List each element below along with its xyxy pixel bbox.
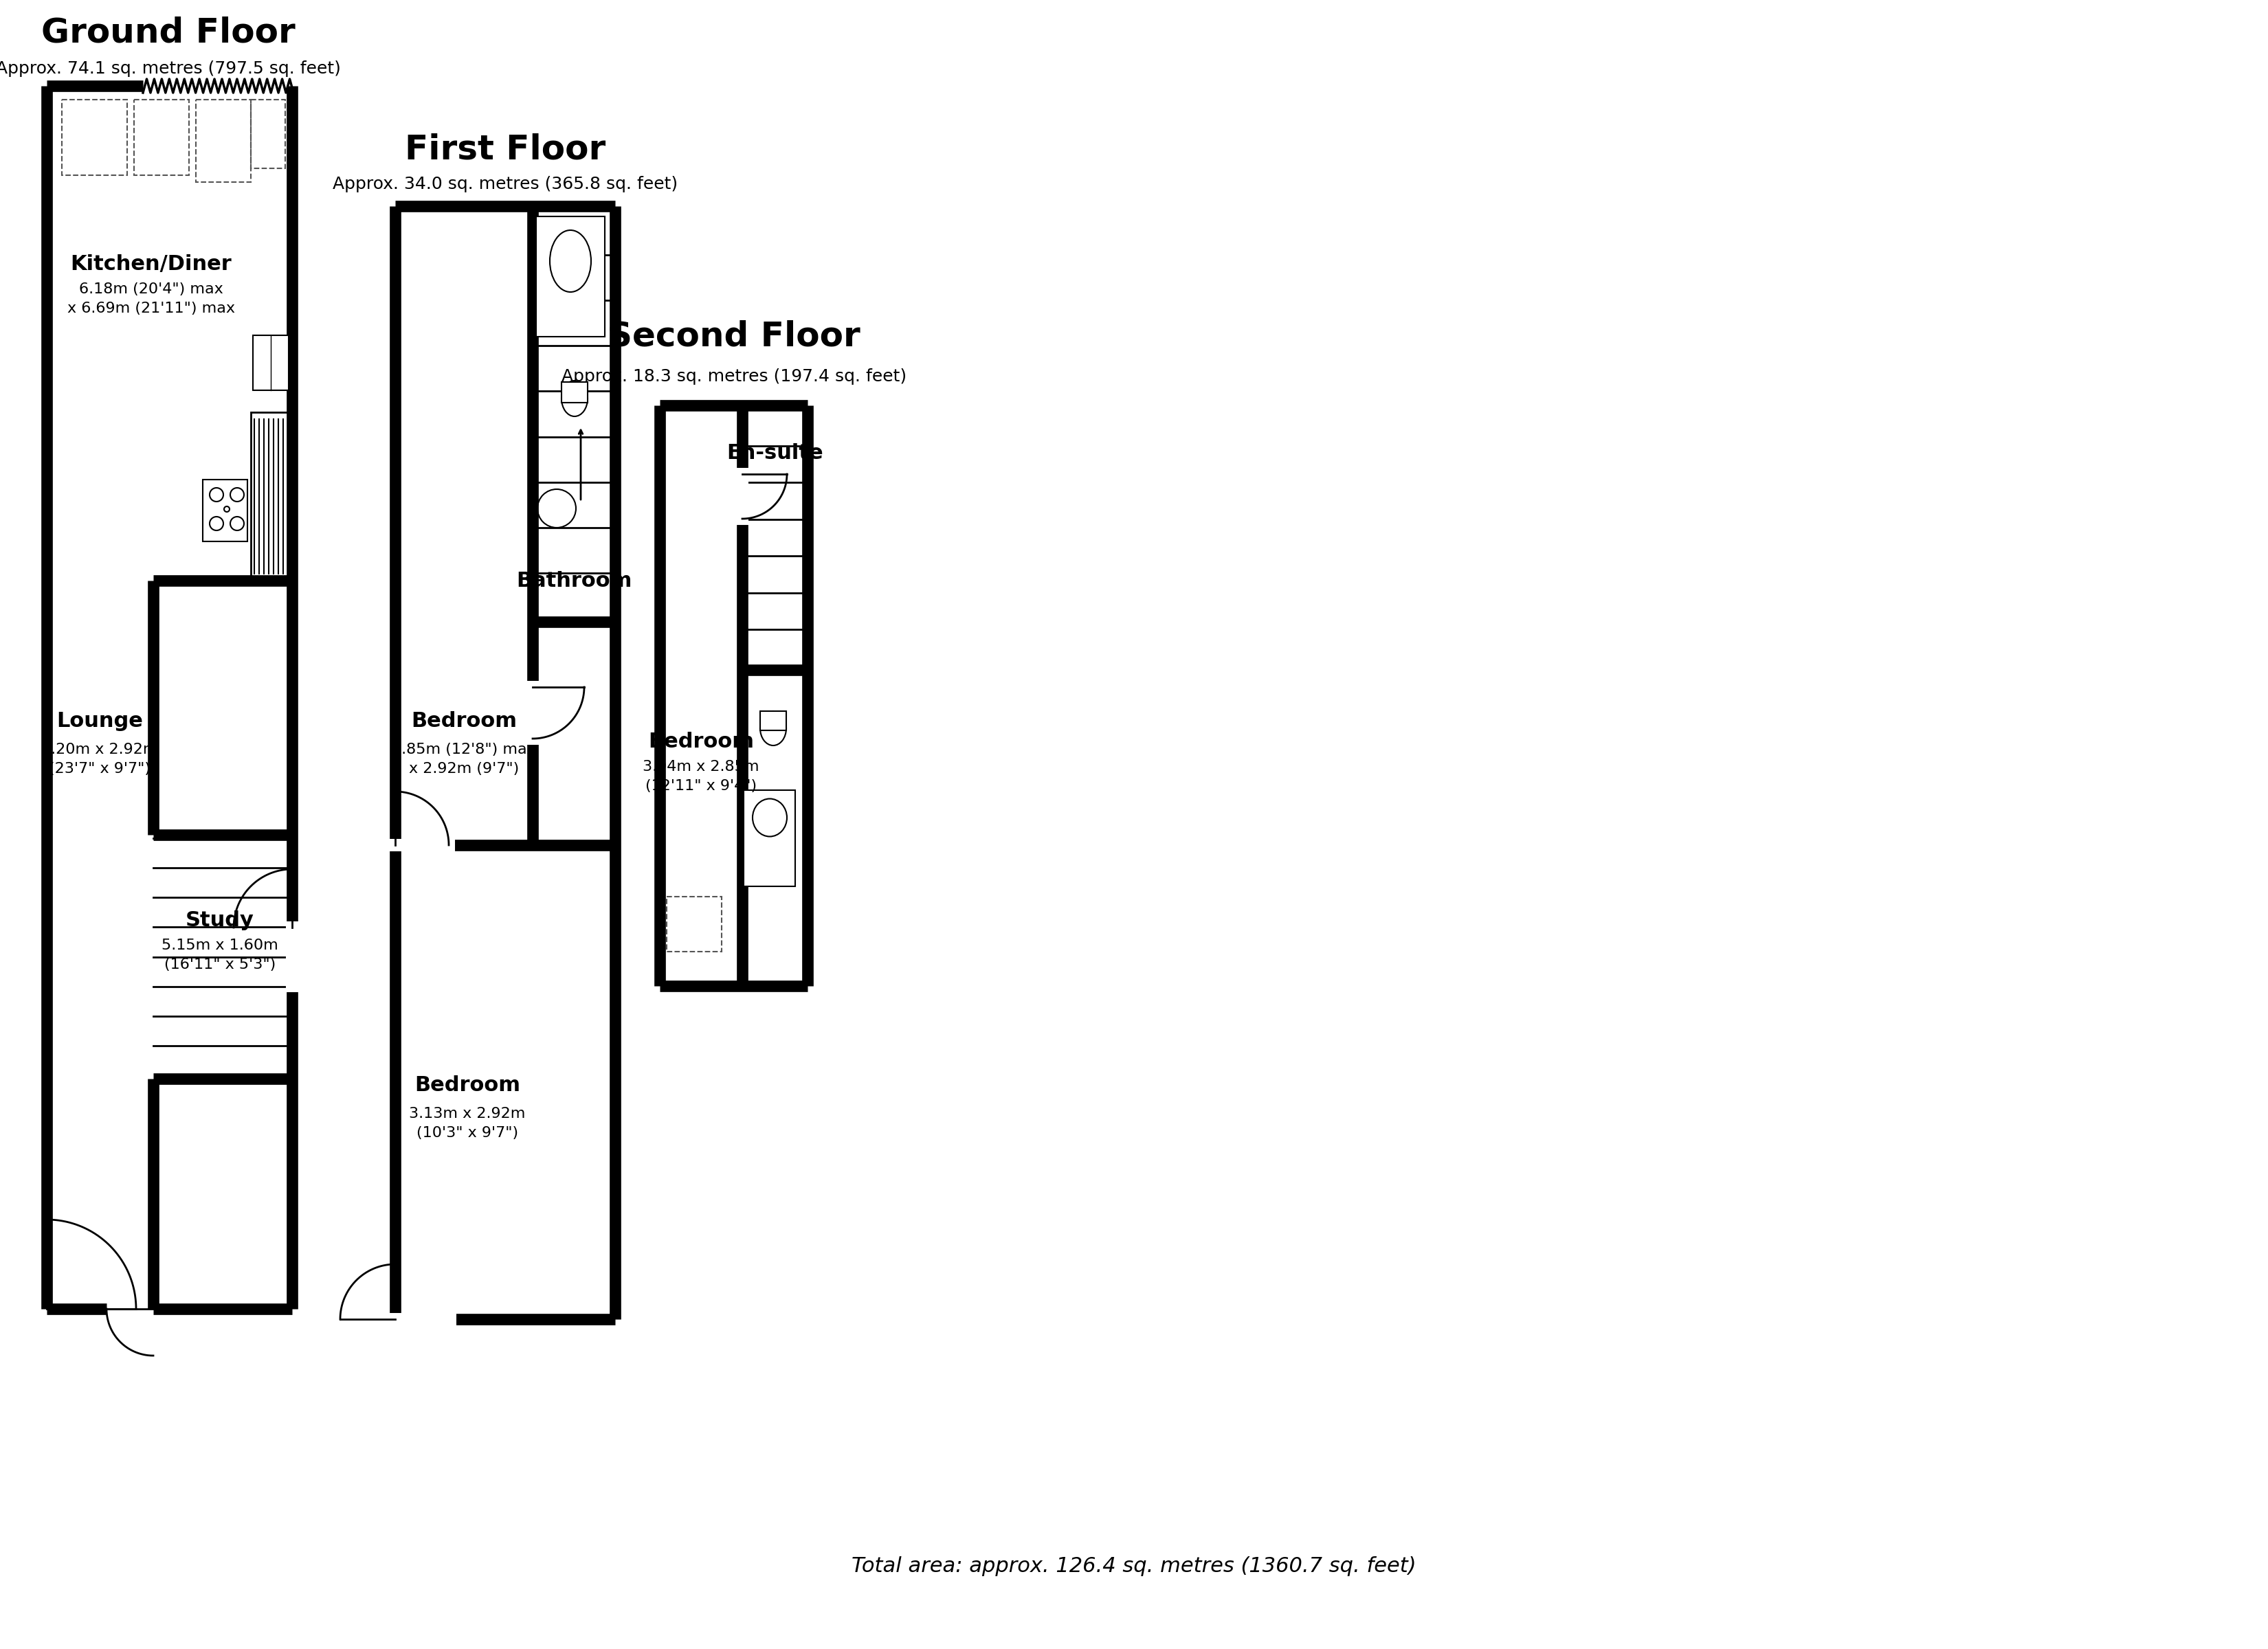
- Ellipse shape: [760, 711, 787, 745]
- Bar: [562, 383, 587, 402]
- Bar: [202, 480, 247, 541]
- Bar: [760, 711, 787, 731]
- Bar: [252, 412, 290, 580]
- Text: 3.94m x 2.85m
(12'11" x 9'4"): 3.94m x 2.85m (12'11" x 9'4"): [642, 760, 760, 793]
- Bar: [667, 897, 721, 951]
- Text: Study: Study: [186, 910, 254, 930]
- Text: Lounge: Lounge: [57, 711, 143, 732]
- Text: Approx. 34.0 sq. metres (365.8 sq. feet): Approx. 34.0 sq. metres (365.8 sq. feet): [333, 176, 678, 193]
- Bar: [535, 216, 606, 336]
- Text: Approx. 74.1 sq. metres (797.5 sq. feet): Approx. 74.1 sq. metres (797.5 sq. feet): [0, 61, 340, 78]
- Text: 6.18m (20'4") max
x 6.69m (21'11") max: 6.18m (20'4") max x 6.69m (21'11") max: [68, 282, 236, 315]
- Text: 7.20m x 2.92m
(23'7" x 9'7"): 7.20m x 2.92m (23'7" x 9'7"): [41, 742, 159, 775]
- Bar: [61, 99, 127, 175]
- Text: Kitchen/Diner: Kitchen/Diner: [70, 254, 231, 274]
- Text: 5.15m x 1.60m
(16'11" x 5'3"): 5.15m x 1.60m (16'11" x 5'3"): [161, 938, 279, 971]
- Text: Bedroom: Bedroom: [411, 711, 517, 732]
- Text: Approx. 18.3 sq. metres (197.4 sq. feet): Approx. 18.3 sq. metres (197.4 sq. feet): [562, 368, 907, 384]
- Ellipse shape: [549, 231, 592, 292]
- Text: En-suite: En-suite: [728, 444, 823, 463]
- Ellipse shape: [562, 381, 587, 416]
- Text: Total area: approx. 126.4 sq. metres (1360.7 sq. feet): Total area: approx. 126.4 sq. metres (13…: [853, 1557, 1415, 1576]
- Bar: [195, 99, 252, 181]
- Text: 3.13m x 2.92m
(10'3" x 9'7"): 3.13m x 2.92m (10'3" x 9'7"): [408, 1106, 526, 1139]
- Text: 3.85m (12'8") max
x 2.92m (9'7"): 3.85m (12'8") max x 2.92m (9'7"): [392, 742, 535, 775]
- Text: Bathroom: Bathroom: [517, 571, 633, 590]
- Bar: [254, 335, 288, 391]
- Ellipse shape: [753, 798, 787, 836]
- Bar: [134, 99, 188, 175]
- Text: Bedroom: Bedroom: [415, 1075, 519, 1095]
- Text: Bedroom: Bedroom: [649, 732, 753, 752]
- Text: First Floor: First Floor: [404, 134, 606, 167]
- Text: Second Floor: Second Floor: [608, 320, 860, 353]
- Bar: [252, 99, 286, 168]
- Text: Ground Floor: Ground Floor: [41, 16, 295, 49]
- Bar: [744, 790, 796, 887]
